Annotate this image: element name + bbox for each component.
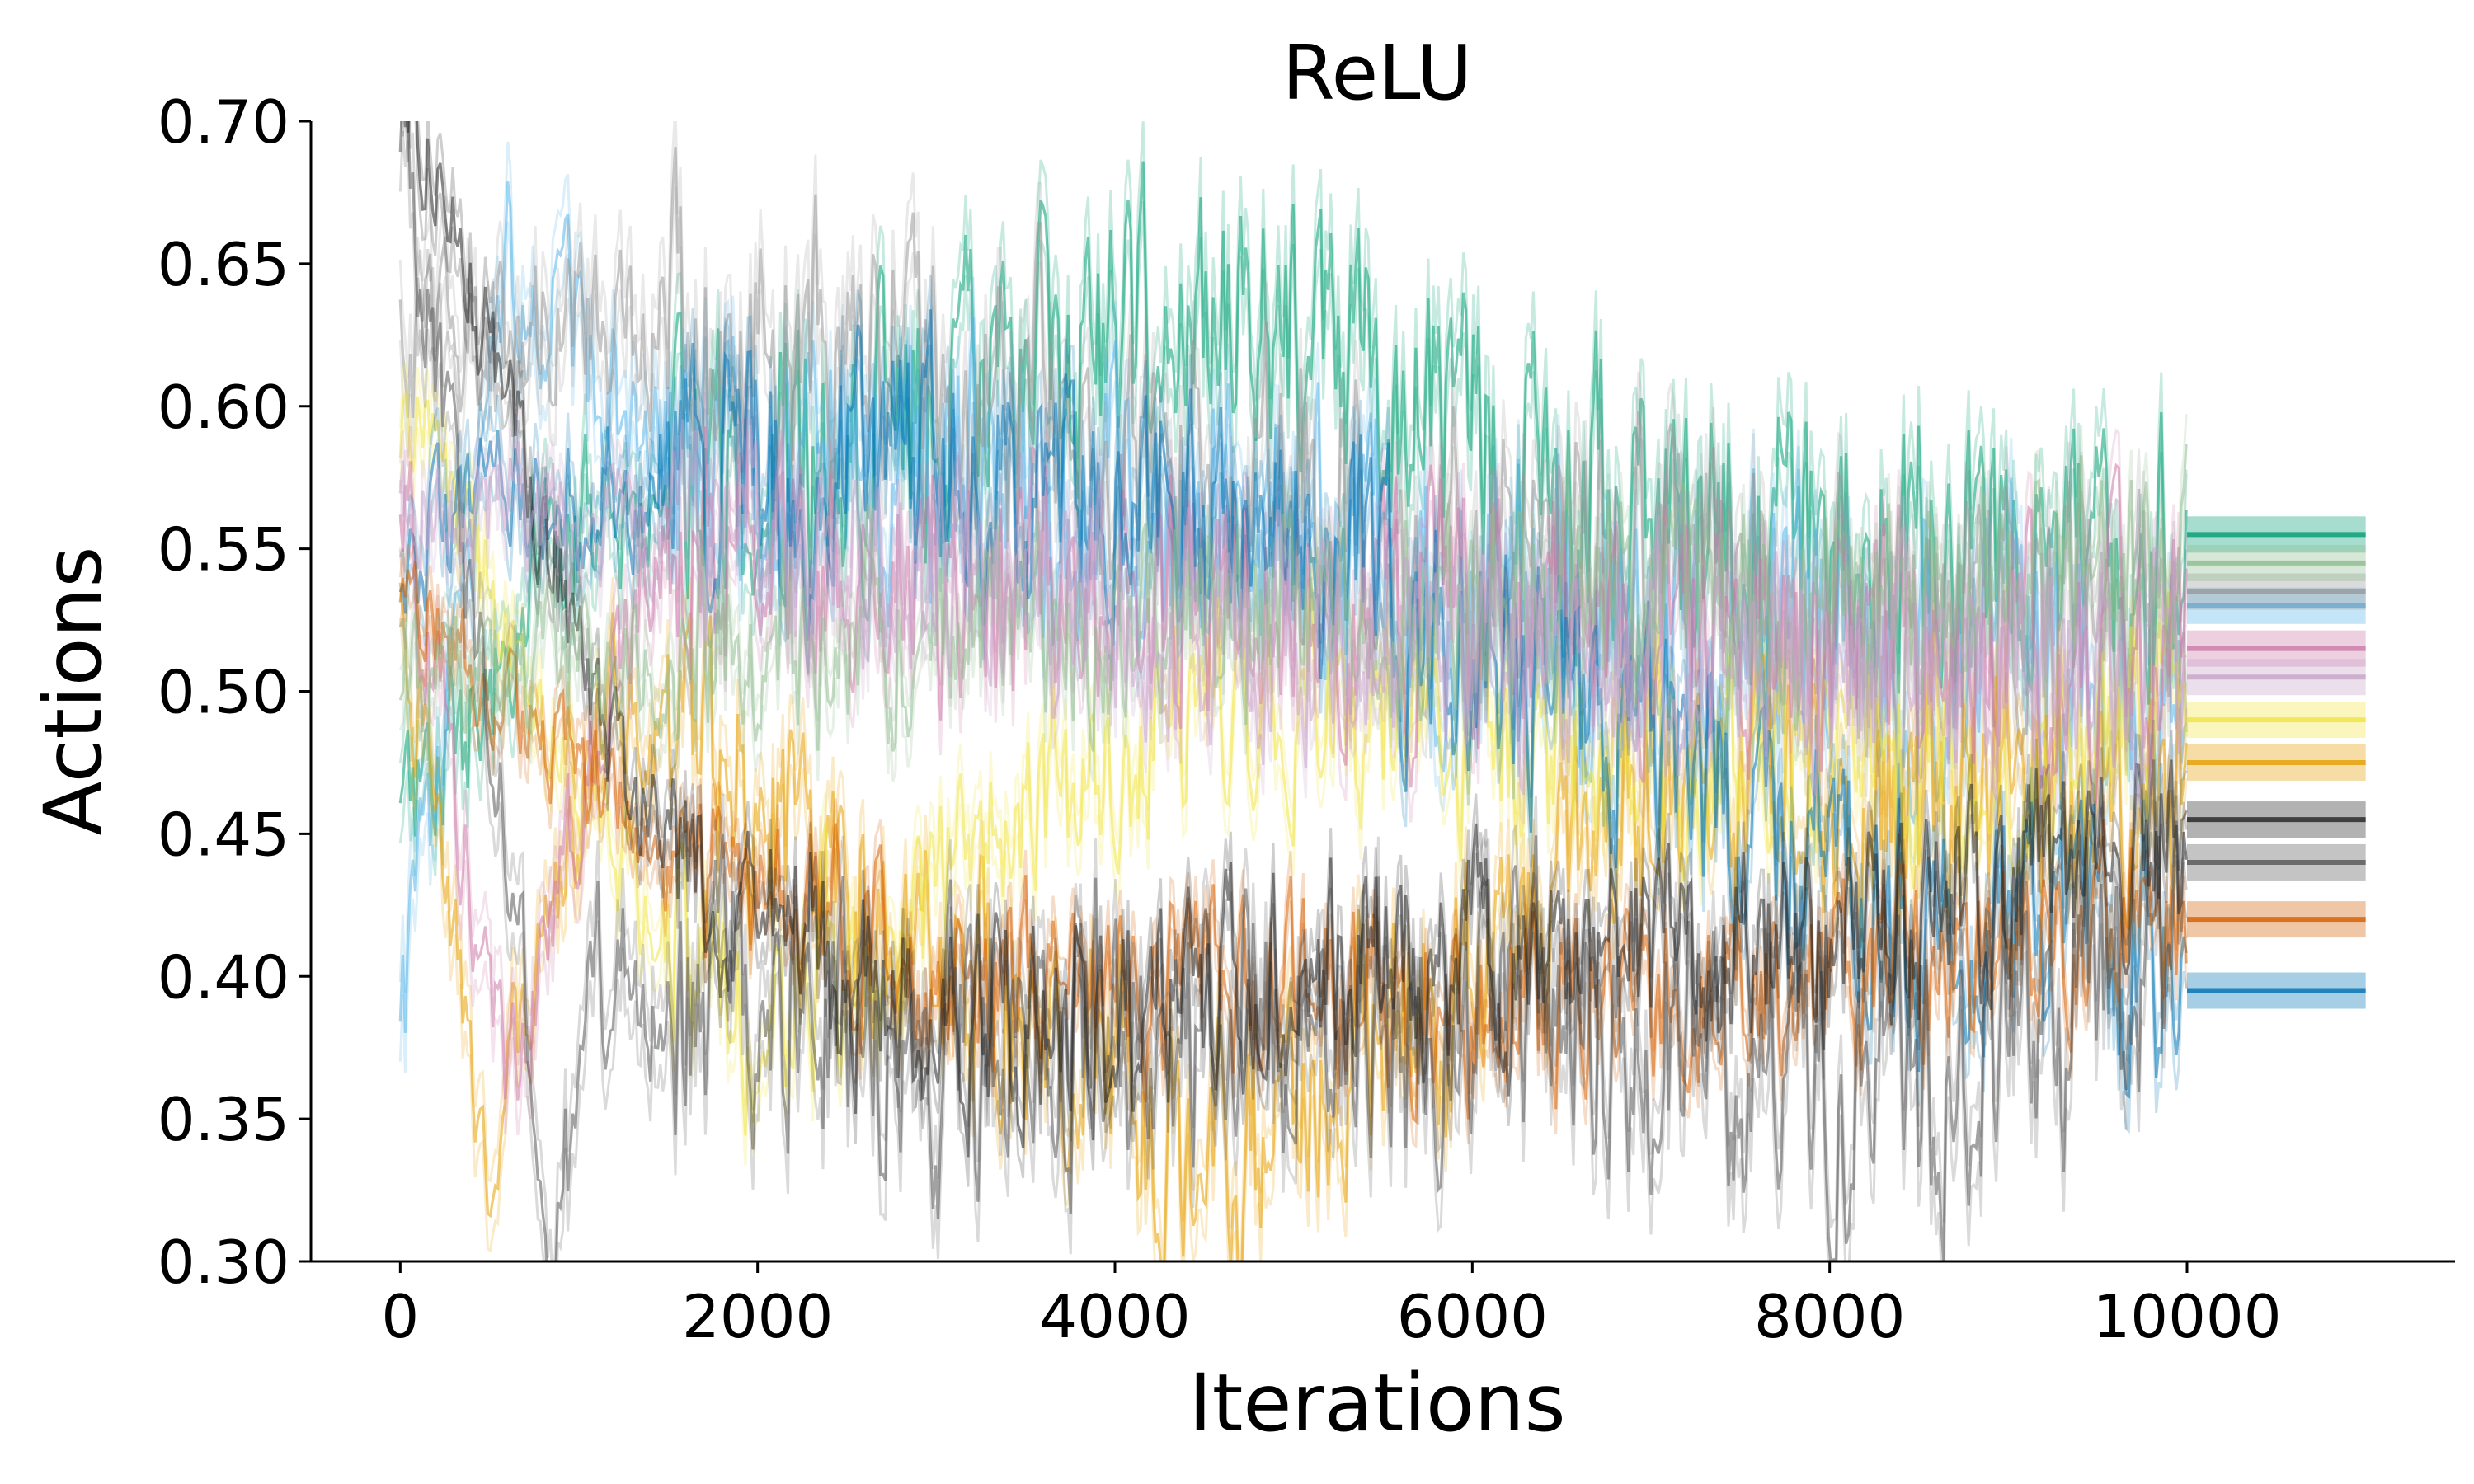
y-tick-label: 0.50 xyxy=(158,658,289,727)
series-band-upper xyxy=(416,121,2188,1128)
x-tick-label: 8000 xyxy=(1754,1282,1905,1351)
y-axis-ticks: 0.30 0.35 0.40 0.45 0.50 0.55 0.60 0.65 0.70 xyxy=(158,87,311,1297)
x-axis-label: Iterations xyxy=(1188,1357,1565,1449)
y-tick-label: 0.60 xyxy=(158,373,289,442)
series-line xyxy=(400,121,2366,1187)
y-tick-label: 0.55 xyxy=(158,515,289,585)
series-band-lower xyxy=(398,448,2187,831)
x-tick-label: 10000 xyxy=(2092,1282,2281,1351)
x-tick-label: 2000 xyxy=(682,1282,833,1351)
y-tick-label: 0.40 xyxy=(158,942,289,1012)
y-tick-label: 0.65 xyxy=(158,230,289,299)
y-tick-label: 0.70 xyxy=(158,87,289,157)
series-path xyxy=(406,121,2188,1158)
series-band-upper xyxy=(408,121,2188,1261)
series-line xyxy=(398,388,2366,831)
x-tick-label: 4000 xyxy=(1039,1282,1190,1351)
series-band-lower xyxy=(398,422,2188,1166)
y-tick-label: 0.35 xyxy=(158,1085,289,1154)
x-tick-label: 0 xyxy=(381,1282,419,1351)
series-path xyxy=(398,444,2188,762)
series-layer xyxy=(398,121,2366,1261)
series-path xyxy=(398,147,2188,820)
series-path xyxy=(398,418,2187,801)
x-tick-label: 6000 xyxy=(1397,1282,1548,1351)
x-axis-ticks: 0 2000 4000 6000 8000 10000 xyxy=(381,1261,2282,1351)
series-line xyxy=(398,121,2366,1261)
y-tick-label: 0.45 xyxy=(158,800,289,869)
y-axis-label: Actions xyxy=(27,547,120,836)
y-tick-label: 0.30 xyxy=(158,1228,289,1297)
chart-title: ReLU xyxy=(1282,29,1472,117)
series-line xyxy=(398,414,2366,791)
